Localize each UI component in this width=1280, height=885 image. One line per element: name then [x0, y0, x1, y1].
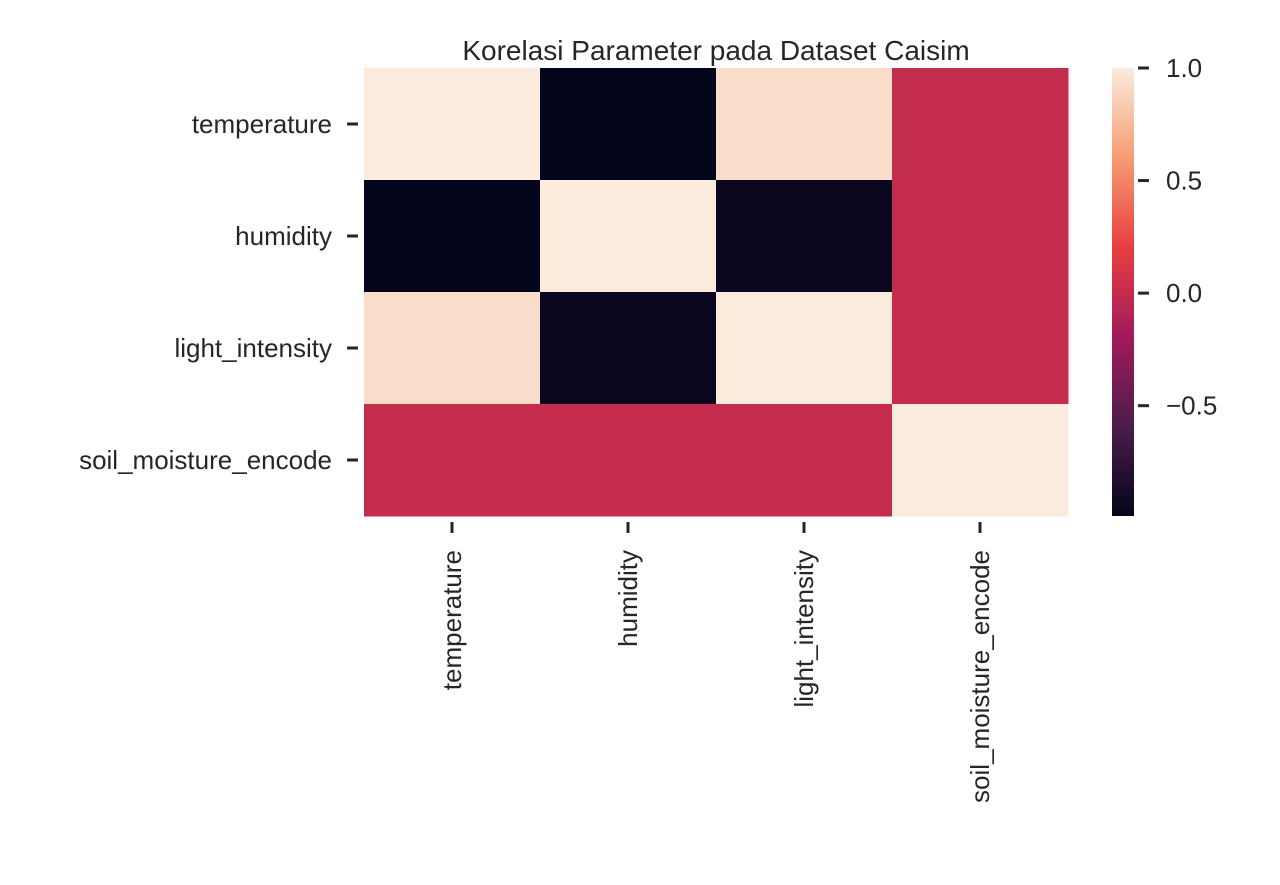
x-tick-label: light_intensity	[789, 550, 819, 708]
heatmap-cell-soil_moisture_encode-light_intensity	[716, 404, 893, 517]
heatmap-cell-soil_moisture_encode-temperature	[364, 404, 541, 517]
heatmap-cell-temperature-humidity	[540, 68, 717, 181]
x-axis: temperature humidity light_intensity soil_m…	[437, 522, 995, 803]
heatmap-cells	[364, 68, 1069, 517]
y-tick-label: light_intensity	[174, 333, 332, 363]
heatmap-cell-temperature-soil_moisture_encode	[892, 68, 1069, 181]
x-tick-label: soil_moisture_encode	[965, 550, 995, 803]
colorbar: 1.0 0.5 0.0 −0.5	[1112, 53, 1217, 516]
colorbar-tick-label: −0.5	[1166, 391, 1217, 421]
heatmap-cell-humidity-humidity	[540, 180, 717, 293]
y-tick-label: humidity	[235, 221, 332, 251]
heatmap-cell-humidity-temperature	[364, 180, 541, 293]
chart-title: Korelasi Parameter pada Dataset Caisim	[462, 35, 969, 66]
heatmap-cell-light_intensity-soil_moisture_encode	[892, 292, 1069, 405]
colorbar-tick-label: 0.0	[1166, 278, 1202, 308]
y-tick-label: temperature	[192, 109, 332, 139]
heatmap-cell-humidity-soil_moisture_encode	[892, 180, 1069, 293]
heatmap-cell-light_intensity-temperature	[364, 292, 541, 405]
y-axis: temperature humidity light_intensity soil_m…	[79, 109, 358, 475]
heatmap-cell-light_intensity-light_intensity	[716, 292, 893, 405]
y-tick-label: soil_moisture_encode	[79, 445, 332, 475]
colorbar-tick-label: 0.5	[1166, 166, 1202, 196]
heatmap-cell-temperature-temperature	[364, 68, 541, 181]
heatmap-cell-light_intensity-humidity	[540, 292, 717, 405]
heatmap-cell-soil_moisture_encode-humidity	[540, 404, 717, 517]
x-tick-label: temperature	[437, 550, 467, 690]
x-tick-label: humidity	[613, 550, 643, 647]
colorbar-gradient	[1112, 68, 1134, 516]
heatmap-cell-temperature-light_intensity	[716, 68, 893, 181]
colorbar-tick-label: 1.0	[1166, 53, 1202, 83]
heatmap-cell-humidity-light_intensity	[716, 180, 893, 293]
heatmap-cell-soil_moisture_encode-soil_moisture_encode	[892, 404, 1069, 517]
